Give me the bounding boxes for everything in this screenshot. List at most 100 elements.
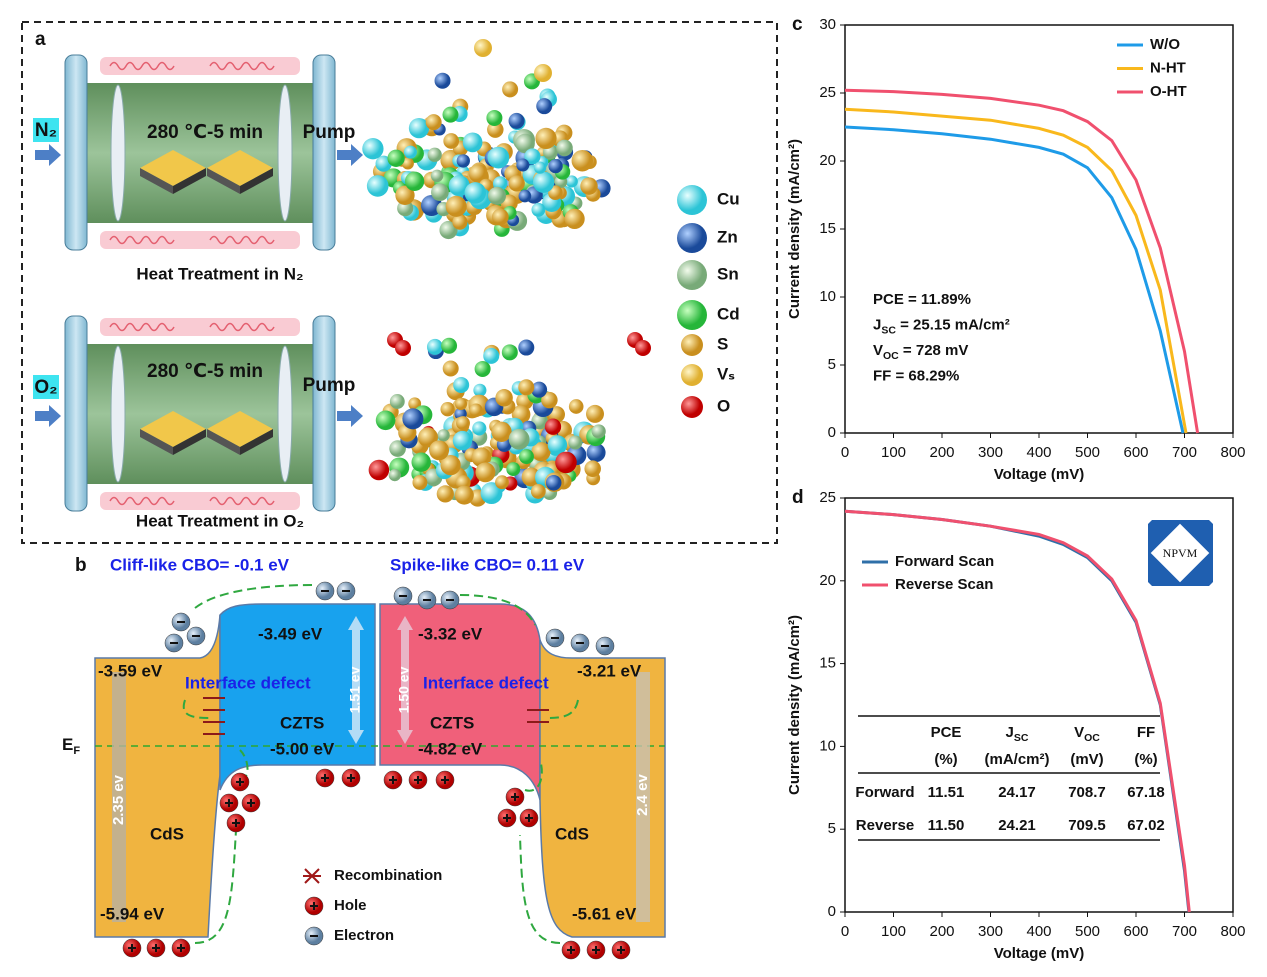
level: -3.32 eV — [418, 624, 483, 643]
level: -4.82 eV — [418, 739, 483, 758]
arrow — [194, 829, 237, 944]
atom — [375, 410, 396, 431]
atom — [506, 462, 521, 477]
layer-label: CZTS — [280, 713, 324, 732]
legend-atom — [681, 396, 703, 418]
gap-arrow — [112, 672, 126, 922]
atom — [456, 154, 470, 168]
x-tick-label: 700 — [1172, 444, 1197, 461]
atom — [442, 106, 459, 123]
temperature: 280 ℃-5 min — [147, 361, 263, 382]
atom — [362, 138, 384, 160]
arrow — [459, 594, 536, 626]
atom — [519, 449, 534, 465]
atom — [443, 133, 460, 149]
atom — [486, 109, 503, 126]
table-header: (%) — [934, 751, 957, 768]
gap-label: 2.4 ev — [634, 773, 651, 815]
atom — [411, 452, 431, 472]
atom — [453, 376, 470, 393]
y-tick-label: 20 — [819, 572, 836, 589]
fermi-main: E — [62, 735, 73, 754]
table-header-sub: SC — [1014, 732, 1029, 744]
legend-label: Reverse Scan — [895, 576, 993, 593]
defect-levels — [203, 697, 549, 735]
x-tick-label: 800 — [1220, 444, 1245, 461]
curve — [844, 125, 1185, 434]
cds-right — [539, 639, 666, 938]
atom — [388, 468, 401, 482]
atom — [524, 148, 541, 165]
layer-label: CdS — [150, 824, 184, 843]
atom — [402, 408, 424, 430]
level: -3.21 eV — [577, 661, 642, 680]
atom — [491, 208, 509, 226]
legend-atom — [677, 260, 707, 290]
y-axis-label: Current density (mA/cm²) — [786, 615, 803, 795]
x-tick-label: 600 — [1123, 923, 1148, 940]
atom — [437, 429, 450, 442]
legend-label: Cd — [717, 304, 740, 323]
charts: 0 100 200 300 400 500 600 700 800051015202530Vol… — [786, 14, 1246, 962]
atom — [452, 430, 473, 451]
legend-atom — [677, 300, 707, 330]
table-cell: 67.18 — [1127, 784, 1165, 801]
table-cell: Reverse — [856, 817, 914, 834]
level: -3.49 eV — [258, 624, 323, 643]
atom — [535, 127, 557, 150]
fermi-sub: F — [73, 745, 80, 757]
crystal-structures — [362, 39, 651, 507]
atom — [547, 435, 568, 455]
atom — [448, 175, 470, 197]
x-tick-label: 0 — [841, 923, 849, 940]
legend-atom — [681, 364, 703, 386]
y-tick-label: 15 — [819, 220, 836, 237]
pump-label: Pump — [303, 122, 356, 143]
table-header: (%) — [1134, 751, 1157, 768]
table-cell: 708.7 — [1068, 784, 1106, 801]
legend-label: Vₛ — [717, 364, 735, 383]
atom — [408, 117, 430, 139]
reactor — [34, 315, 364, 512]
panel-frame — [21, 21, 778, 544]
atom — [366, 175, 389, 197]
atom — [427, 147, 442, 162]
atom — [441, 337, 458, 354]
table-cell: 24.17 — [998, 784, 1036, 801]
atom — [389, 440, 406, 457]
atom — [452, 214, 468, 230]
atom — [436, 485, 454, 503]
atom — [556, 139, 573, 157]
atom — [516, 158, 530, 172]
curve — [844, 509, 1191, 913]
table-cell: Forward — [855, 784, 914, 801]
atom — [508, 428, 530, 450]
atom — [585, 404, 605, 423]
x-tick-label: 200 — [929, 444, 954, 461]
table-header: VOC — [1074, 724, 1100, 744]
x-tick-label: 700 — [1172, 923, 1197, 940]
atom — [518, 379, 535, 396]
atom — [555, 451, 577, 474]
atom — [544, 418, 562, 435]
atom — [532, 171, 555, 193]
atom — [591, 424, 606, 439]
atom — [518, 339, 535, 356]
table-header: (mA/cm²) — [984, 751, 1049, 768]
atom — [487, 146, 510, 169]
x-tick-label: 100 — [881, 923, 906, 940]
atom — [475, 462, 496, 483]
legend-label: Recombination — [334, 867, 442, 884]
cds-left — [94, 614, 221, 938]
x-tick-label: 400 — [1026, 444, 1051, 461]
atom — [495, 475, 509, 490]
atom — [454, 397, 468, 411]
table-header-main: V — [1074, 724, 1084, 741]
defect-label: Interface defect — [423, 673, 549, 692]
element-legend: Cu Zn Sn Cd S Vₛ O — [677, 185, 740, 418]
atom — [530, 483, 546, 499]
y-tick-label: 5 — [828, 356, 836, 373]
layer-label: CZTS — [430, 713, 474, 732]
arrow — [547, 699, 579, 719]
